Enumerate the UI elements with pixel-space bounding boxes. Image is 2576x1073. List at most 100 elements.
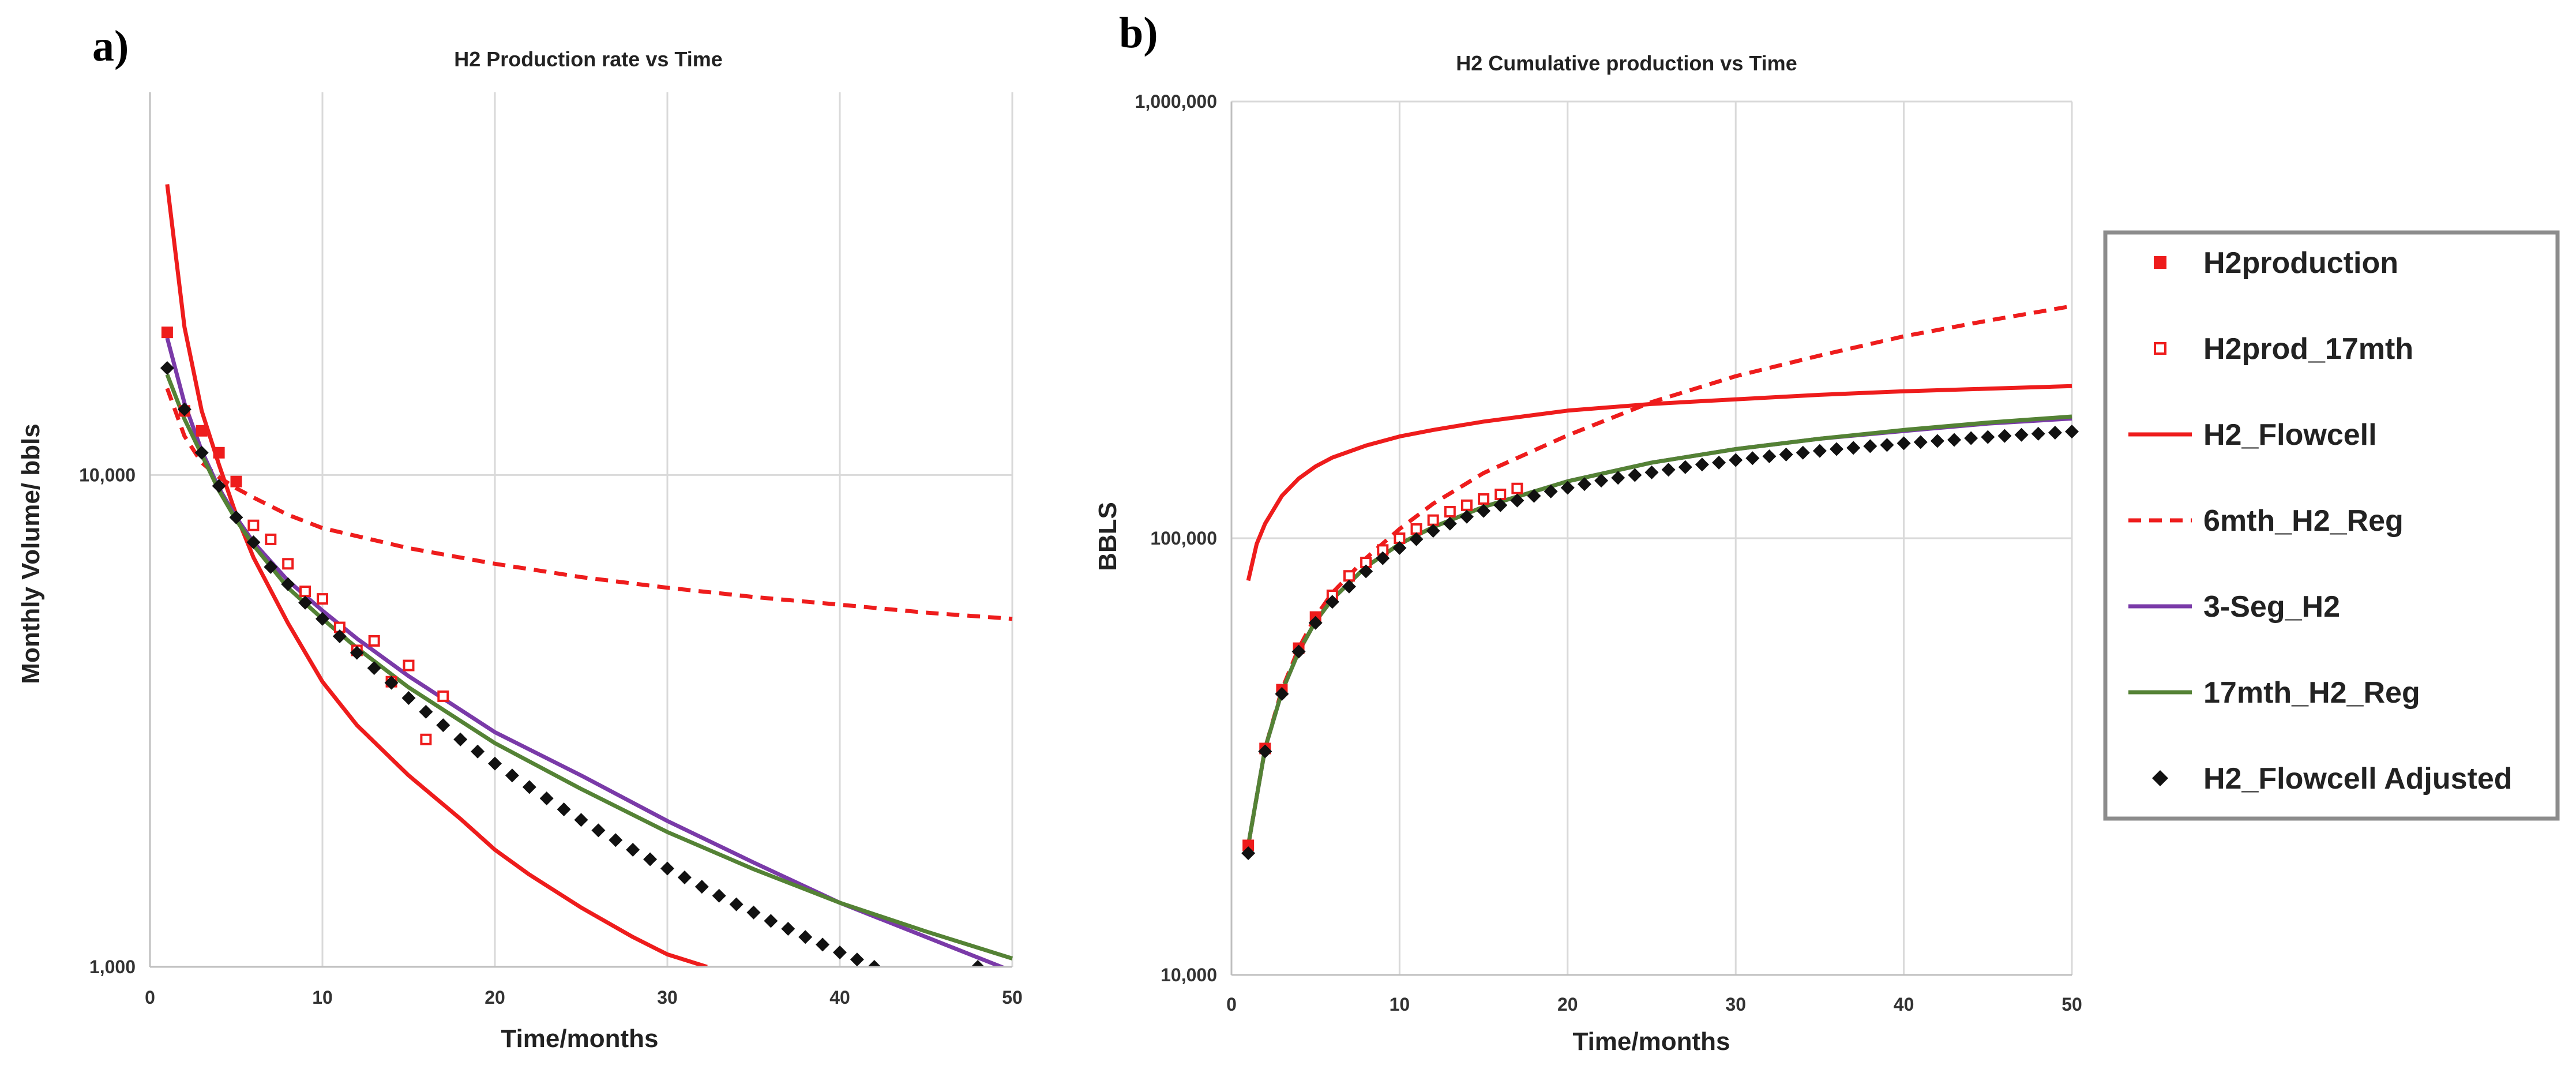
legend-item-h2-flowcell-adjusted: H2_Flowcell Adjusted [2152, 762, 2513, 796]
chart-b-series-h2-flowcell-adjusted-point-3 [1275, 686, 1289, 701]
chart-b-series-h2-flowcell-adjusted-point-4 [1291, 644, 1306, 659]
chart-a-series-h2prod-17mth-point-1 [247, 519, 260, 531]
chart-b-series [1241, 304, 2079, 860]
legend-item-h2-flowcell: H2_Flowcell [2128, 418, 2377, 452]
chart-b-series-h2-flowcell-adjusted-point-2 [1258, 744, 1272, 759]
chart-a-series [160, 184, 1013, 1006]
chart-a-series-h2prod-17mth-point-4 [299, 586, 311, 598]
chart-b-series-h2-flowcell-adjusted-point-27 [1678, 460, 1692, 474]
chart-b-series-h2-flowcell-adjusted-point-23 [1611, 471, 1625, 485]
chart-a-series-h2-flowcell-adjusted-point-1 [160, 361, 174, 376]
chart-b-gridlines [1231, 100, 2073, 975]
legend-items: H2production H2prod_17mth H2_Flowcell 6mth_… [2128, 246, 2513, 796]
chart-b-series-h2prod-17mth-point-7 [1427, 514, 1439, 526]
chart-a-series-h2-flowcell-adjusted-point-47 [953, 992, 967, 1006]
chart-b-series-6mth-h2-reg-line [1246, 304, 2072, 846]
chart-b-series-h2-flowcell-adjusted-point-34 [1796, 445, 1810, 460]
chart-a-series-h2-flowcell-adjusted-point-11 [332, 629, 347, 643]
chart-a-series-h2-flowcell-adjusted-point-32 [694, 880, 709, 894]
chart-b-series-h2-flowcell-adjusted-point-30 [1729, 453, 1743, 467]
chart-b-series-h2-flowcell-adjusted-point-9 [1376, 551, 1390, 565]
chart-a-series-h2-flowcell-adjusted-point-35 [746, 905, 761, 920]
chart-b-series-h2-flowcell-adjusted-point-18 [1527, 489, 1541, 503]
chart-b-series-3-seg-h2 [1246, 417, 2072, 846]
chart-b-series-17mth-h2-reg-line [1246, 414, 2072, 846]
chart-a-series-h2-flowcell-adjusted-point-26 [591, 823, 606, 838]
chart-a-series-h2prod-17mth-point-12 [437, 690, 449, 702]
chart-b-series-h2-flowcell-adjusted-point-45 [1981, 430, 1995, 444]
chart-b-series-h2-flowcell-adjusted-point-47 [2014, 427, 2029, 442]
chart-b-series-h2-flowcell-adjusted-point-33 [1779, 447, 1793, 462]
chart-a-series-h2-flowcell-adjusted-point-19 [471, 744, 485, 759]
chart-b-series-h2-flowcell-adjusted-point-25 [1644, 465, 1659, 479]
chart-a-series-h2-flowcell-adjusted-point-22 [522, 780, 536, 794]
legend-item-h2production-swatch [2154, 256, 2166, 269]
chart-b-series-h2-flowcell-adjusted-point-46 [1997, 429, 2012, 443]
chart-a-series-h2-flowcell-adjusted-point-42 [867, 960, 881, 967]
chart-b-series-h2prod-17mth-point-12 [1511, 482, 1523, 494]
chart-b-series-h2-flowcell-adjusted-point-12 [1426, 524, 1440, 538]
legend-item-3-seg-h2: 3-Seg_H2 [2128, 590, 2340, 624]
chart-a-series-h2production-point-4 [213, 447, 225, 459]
chart-b-series-h2-flowcell-adjusted-point-13 [1443, 516, 1457, 531]
chart-b-series-h2-flowcell-adjusted-point-49 [2048, 425, 2062, 440]
chart-a-series-h2-flowcell-adjusted-point-20 [488, 756, 502, 771]
chart-a-series-3-seg-h2 [165, 337, 1007, 967]
chart-a-series-17mth-h2-reg [165, 374, 1013, 961]
chart-a-series-h2-flowcell-adjusted-point-21 [505, 768, 519, 783]
chart-b-series-h2-flowcell-adjusted-point-44 [1964, 431, 1978, 445]
chart-a-series-h2-flowcell-adjusted-point-10 [316, 611, 329, 626]
chart-a-series-h2-flowcell-adjusted-point-36 [764, 914, 778, 928]
chart-b-series-h2-flowcell-adjusted-point-17 [1510, 493, 1524, 508]
chart-a-y-axis-title: Monthly Volume/ bbls [17, 423, 45, 684]
chart-a-series-h2-flowcell-adjusted-point-13 [367, 661, 381, 676]
chart-a-series-h2-flowcell-adjusted-point-34 [729, 897, 743, 911]
chart-a-series-h2-flowcell-adjusted-point-39 [816, 937, 830, 952]
legend-item-3-seg-h2-label: 3-Seg_H2 [2203, 590, 2340, 624]
chart-a-x-tick-30: 30 [657, 987, 678, 1008]
legend-item-6mth-h2-reg-label: 6mth_H2_Reg [2203, 504, 2404, 538]
chart-b-series-h2-flowcell-adjusted-point-39 [1880, 438, 1894, 452]
chart-a-x-tick-10: 10 [312, 987, 333, 1008]
chart-a-series-h2prod-17mth-point-10 [403, 659, 415, 671]
chart-b-series-h2-flowcell-adjusted-point-8 [1359, 564, 1373, 579]
chart-a-y-tick-1: 10,000 [79, 464, 136, 485]
chart-a-series-h2-flowcell-adjusted-point-7 [264, 560, 278, 574]
chart-a-series-h2prod-17mth-point-2 [265, 533, 277, 545]
chart-b-series-h2-flowcell-adjusted-point-16 [1493, 498, 1508, 512]
chart-b-series-h2prod-17mth [1326, 482, 1523, 601]
chart-a-series-h2-flowcell-adjusted-point-18 [453, 732, 468, 746]
chart-b-series-h2-flowcell-adjusted-point-32 [1762, 449, 1777, 464]
chart-a-series-h2-flowcell-adjusted-point-46 [936, 986, 950, 1000]
chart-cumulative-production: H2 Cumulative production vs Time 0 10 20 30… [1094, 51, 2082, 1056]
chart-a-series-h2-flowcell-adjusted-point-40 [833, 945, 847, 959]
chart-b-series-h2-flowcell-adjusted-point-31 [1745, 451, 1760, 466]
chart-b-series-h2-flowcell-adjusted-point-14 [1459, 509, 1474, 524]
chart-a-series-h2-flowcell-adjusted-point-44 [902, 973, 916, 987]
chart-b-series-h2prod-17mth-point-8 [1444, 506, 1456, 518]
chart-b-series-h2prod-17mth-point-6 [1410, 523, 1422, 535]
chart-a-series-h2-flowcell-adjusted-point-30 [660, 861, 674, 876]
chart-b-x-tick-50: 50 [2061, 994, 2082, 1015]
panel-label-a: a) [92, 22, 129, 70]
chart-b-series-6mth-h2-reg [1246, 304, 2072, 846]
legend-item-17mth-h2-reg: 17mth_H2_Reg [2128, 676, 2420, 710]
chart-b-series-h2-flowcell-adjusted-point-40 [1897, 436, 1911, 451]
chart-a-series-h2-flowcell-adjusted-point-48 [971, 960, 985, 967]
chart-b-series-h2-flowcell-adjusted-point-28 [1695, 457, 1709, 472]
chart-b-series-h2-flowcell-adjusted-point-38 [1863, 439, 1877, 453]
chart-a-series-h2-flowcell-adjusted-point-12 [350, 646, 364, 660]
chart-b-series-h2-flowcell [1246, 384, 2072, 581]
chart-a-series-h2-flowcell-adjusted-point-31 [677, 870, 692, 884]
legend-item-h2-flowcell-adjusted-swatch [2152, 770, 2168, 786]
chart-b-series-h2-flowcell-adjusted-point-35 [1812, 444, 1827, 458]
chart-b-series-h2prod-17mth-point-11 [1494, 489, 1507, 501]
chart-b-series-h2-flowcell-adjusted-point-7 [1342, 579, 1356, 594]
chart-b-series-h2-flowcell-line [1246, 384, 2072, 581]
chart-a-series-h2prod-17mth-point-11 [420, 733, 432, 745]
chart-b-series-h2-flowcell-adjusted-point-36 [1830, 442, 1844, 456]
chart-b-tick-labels: 0 10 20 30 40 50 10,000 100,000 1,000,000 [1135, 91, 2082, 1015]
legend: H2production H2prod_17mth H2_Flowcell 6mth_… [2103, 230, 2560, 821]
chart-a-series-h2production-point-1 [161, 327, 173, 339]
chart-production-rate: H2 Production rate vs Time 0 10 20 30 40 50 1,… [17, 47, 1023, 1053]
